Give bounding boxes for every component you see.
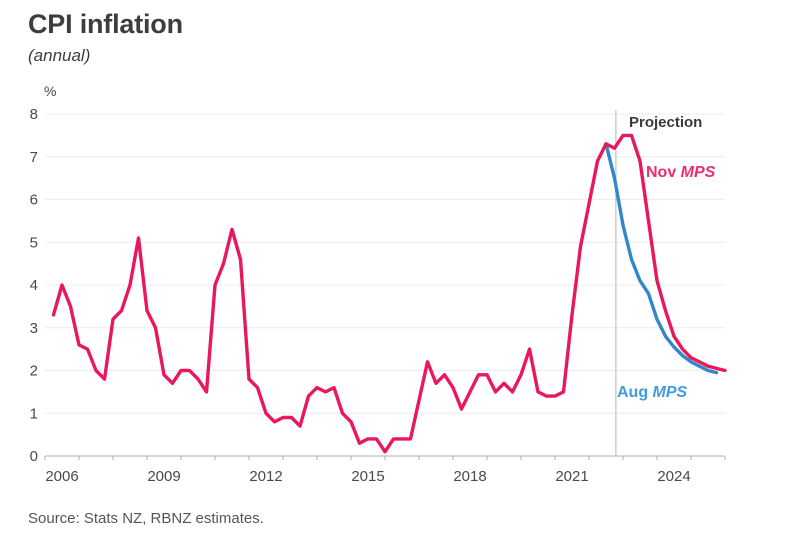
y-tick-label: 3: [30, 320, 38, 337]
x-tick-label: 2018: [453, 468, 486, 485]
x-tick-label: 2015: [351, 468, 384, 485]
y-tick-label: 1: [30, 405, 38, 422]
aug-mps-label-text: Aug: [617, 384, 653, 401]
y-tick-label: 8: [30, 106, 38, 123]
x-tick-label: 2024: [657, 468, 690, 485]
page-subtitle: (annual): [28, 46, 91, 65]
nov-mps-series-label: Nov MPS: [646, 164, 715, 182]
x-tick-label: 2012: [249, 468, 282, 485]
y-axis-unit-label: %: [44, 83, 57, 99]
x-tick-label: 2006: [45, 468, 78, 485]
aug-mps-label-italic: MPS: [652, 384, 688, 401]
y-tick-label: 4: [30, 277, 38, 294]
projection-label: Projection: [629, 114, 703, 131]
x-tick-label: 2021: [555, 468, 588, 485]
nov-mps-label-text: Nov: [646, 164, 681, 181]
source-note: Source: Stats NZ, RBNZ estimates.: [28, 510, 264, 527]
y-tick-label: 5: [30, 234, 38, 251]
aug-mps-line: [604, 142, 719, 375]
nov-mps-line: [51, 133, 727, 454]
y-tick-label: 6: [30, 192, 38, 209]
page-title: CPI inflation: [28, 9, 183, 39]
y-tick-label: 0: [30, 448, 38, 465]
x-tick-label: 2009: [147, 468, 180, 485]
y-tick-label: 7: [30, 149, 38, 166]
y-tick-label: 2: [30, 363, 38, 380]
nov-mps-label-italic: MPS: [680, 164, 716, 181]
aug-mps-series-label: Aug MPS: [617, 384, 687, 402]
